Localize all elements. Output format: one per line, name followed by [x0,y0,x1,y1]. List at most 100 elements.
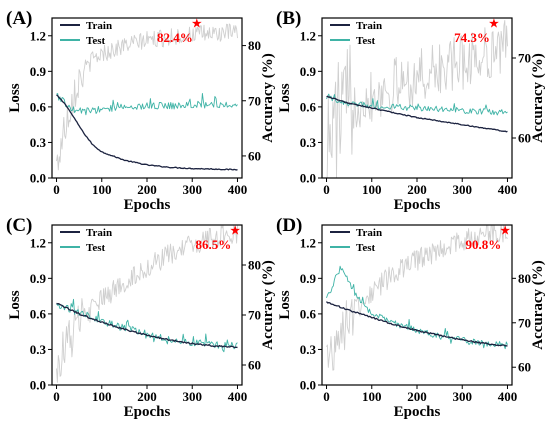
y2-axis-label: Accuracy (%) [530,260,546,350]
best-accuracy-label: 86.5% [195,237,231,252]
panel-b: 0 100 200 300 400 0.0 0.3 0.6 0.9 1.2 60 70 Epochs Lo… [276,8,546,213]
x-tick-label: 400 [498,182,518,197]
panel-label: (D) [276,215,302,236]
y-tick-label: 0.6 [30,306,47,321]
y2-tick-label: 80 [248,38,261,53]
y-tick-label: 1.2 [30,28,46,43]
panel-c: 0 100 200 300 400 0.0 0.3 0.6 0.9 1.2 60 70 80 Epochs… [6,215,276,420]
y2-tick-label: 70 [248,308,261,323]
legend-label-test: Test [86,242,105,254]
train-loss-line [326,95,508,133]
y2-tick-label: 70 [518,51,531,66]
train-loss-line [326,301,508,347]
y2-axis-label: Accuracy (%) [260,260,276,350]
y-tick-label: 0.9 [30,64,47,79]
legend-label-test: Test [356,242,375,254]
y-tick-label: 0.9 [30,271,47,286]
y-tick-label: 0.9 [300,271,317,286]
x-axis-label: Epochs [124,197,171,213]
x-tick-label: 200 [137,182,157,197]
x-tick-label: 0 [53,389,60,404]
y-tick-label: 0.0 [300,171,316,186]
y-axis-label: Loss [277,83,293,112]
x-axis-label: Epochs [124,404,171,420]
y-tick-label: 0.0 [30,378,46,393]
test-loss-line [56,298,238,353]
x-tick-label: 0 [53,182,60,197]
test-loss-line [326,265,508,350]
train-loss-line [56,302,238,349]
x-tick-label: 100 [362,182,382,197]
y2-axis-label: Accuracy (%) [530,53,546,143]
accuracy-line [326,225,508,371]
y-tick-label: 1.2 [300,28,316,43]
y-axis-label: Loss [277,290,293,319]
legend-label-test: Test [86,35,105,47]
x-tick-label: 100 [362,389,382,404]
x-tick-label: 0 [323,182,330,197]
x-tick-label: 200 [407,182,427,197]
x-tick-label: 300 [182,389,202,404]
x-axis-label: Epochs [394,404,441,420]
x-tick-label: 400 [228,389,248,404]
x-tick-label: 400 [228,182,248,197]
accuracy-line [326,20,508,178]
panel-d: 0 100 200 300 400 0.0 0.3 0.6 0.9 1.2 60 70 80 Epochs… [276,215,546,420]
best-accuracy-label: 90.8% [465,237,501,252]
y2-tick-label: 60 [248,358,261,373]
y-axis-label: Loss [7,83,23,112]
y-tick-label: 0.6 [30,99,47,114]
y2-tick-label: 60 [248,148,261,163]
y2-axis-label: Accuracy (%) [260,53,276,143]
y-tick-label: 0.3 [30,135,47,150]
test-loss-line [326,93,508,116]
x-tick-label: 100 [92,182,112,197]
y-tick-label: 0.0 [300,378,316,393]
legend-label-train: Train [86,227,112,239]
best-accuracy-label: 82.4% [157,30,193,45]
plot-area [326,225,508,371]
y-axis-label: Loss [7,290,23,319]
y-tick-label: 0.3 [300,342,317,357]
plot-area [56,23,238,171]
panel-label: (B) [276,8,301,29]
legend-label-train: Train [356,20,382,32]
panel-label: (A) [6,8,32,29]
y2-tick-label: 60 [518,131,531,146]
best-accuracy-star: ★ [489,18,499,30]
x-tick-label: 300 [182,182,202,197]
legend-label-test: Test [356,35,375,47]
y-tick-label: 0.3 [30,342,47,357]
best-accuracy-star: ★ [230,225,240,237]
axes-frame [51,17,243,179]
y-tick-label: 0.0 [30,171,46,186]
best-accuracy-label: 74.3% [454,30,490,45]
best-accuracy-star: ★ [192,18,202,30]
x-tick-label: 400 [498,389,518,404]
train-loss-line [56,94,238,171]
x-tick-label: 100 [92,389,112,404]
accuracy-line [56,23,238,171]
panel-label: (C) [6,215,32,236]
y2-tick-label: 70 [248,93,261,108]
y-tick-label: 1.2 [30,235,46,250]
y-tick-label: 0.6 [300,306,317,321]
x-axis-label: Epochs [394,197,441,213]
x-tick-label: 300 [452,182,472,197]
panel-a: 0 100 200 300 400 0.0 0.3 0.6 0.9 1.2 60 70 80 Epochs… [6,8,276,213]
y2-tick-label: 70 [518,315,531,330]
best-accuracy-star: ★ [500,225,510,237]
y-tick-label: 0.3 [300,135,317,150]
plot-area [326,20,508,178]
legend-label-train: Train [86,20,112,32]
y-tick-label: 0.6 [300,99,317,114]
legend-label-train: Train [356,227,382,239]
x-tick-label: 200 [407,389,427,404]
x-tick-label: 300 [452,389,472,404]
test-loss-line [56,92,238,116]
y-tick-label: 1.2 [300,235,316,250]
x-tick-label: 200 [137,389,157,404]
y2-tick-label: 80 [248,258,261,273]
y-tick-label: 0.9 [300,64,317,79]
